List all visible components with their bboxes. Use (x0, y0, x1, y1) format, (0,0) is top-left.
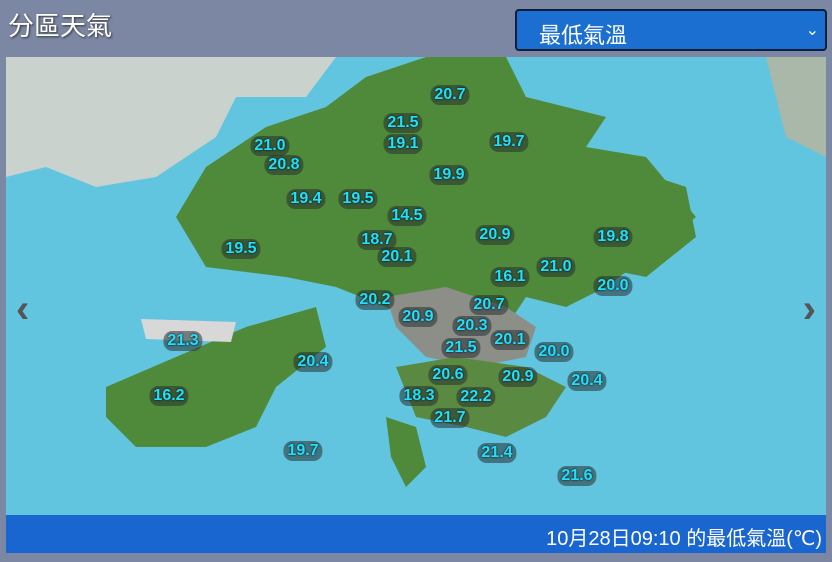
station-reading: 20.2 (355, 290, 395, 310)
station-reading: 20.0 (534, 342, 574, 362)
station-reading: 20.9 (475, 225, 515, 245)
station-reading: 21.7 (430, 408, 470, 428)
station-reading: 21.0 (250, 136, 290, 156)
land-lantau (106, 307, 326, 447)
chevron-down-icon: ⌄ (805, 22, 819, 39)
station-reading: 20.4 (567, 371, 607, 391)
element-select[interactable]: 最低氣溫 ⌄ (515, 9, 827, 51)
station-reading: 21.0 (536, 257, 576, 277)
caption-text: 10月28日09:10 的最低氣溫(℃) (546, 528, 822, 550)
station-reading: 19.7 (489, 132, 529, 152)
station-reading: 20.7 (430, 85, 470, 105)
station-reading: 19.5 (221, 239, 261, 259)
station-reading: 20.6 (428, 365, 468, 385)
station-reading: 21.4 (477, 443, 517, 463)
station-reading: 19.4 (286, 189, 326, 209)
station-reading: 21.6 (557, 466, 597, 486)
station-reading: 20.1 (490, 330, 530, 350)
station-reading: 20.9 (398, 307, 438, 327)
station-reading: 20.0 (593, 276, 633, 296)
station-reading: 18.7 (357, 230, 397, 250)
station-reading: 21.5 (441, 338, 481, 358)
station-reading: 19.8 (593, 227, 633, 247)
station-reading: 20.4 (293, 352, 333, 372)
station-reading: 16.1 (490, 267, 530, 287)
station-reading: 20.7 (469, 295, 509, 315)
chevron-right-icon[interactable]: › (802, 287, 816, 331)
station-reading: 22.2 (456, 387, 496, 407)
page-title: 分區天氣 (8, 11, 113, 41)
land-east (566, 167, 696, 277)
land-shenzhen-east (766, 57, 826, 157)
land-lamma (386, 417, 426, 487)
station-reading: 19.5 (338, 189, 378, 209)
station-reading: 20.1 (377, 247, 417, 267)
station-reading: 19.1 (383, 134, 423, 154)
station-reading: 20.9 (498, 367, 538, 387)
station-reading: 21.3 (163, 331, 203, 351)
station-reading: 21.5 (383, 113, 423, 133)
select-value: 最低氣溫 (539, 23, 628, 48)
caption-bar: 10月28日09:10 的最低氣溫(℃) (6, 515, 826, 553)
station-reading: 19.7 (283, 441, 323, 461)
land-northwest (6, 57, 336, 187)
station-reading: 14.5 (387, 206, 427, 226)
station-reading: 19.9 (429, 165, 469, 185)
station-reading: 18.3 (399, 386, 439, 406)
regional-map: 20.7 21.5 19.1 19.7 21.0 20.8 19.9 19.4 19.5 14.5… (6, 57, 826, 515)
station-reading: 16.2 (149, 386, 189, 406)
station-reading: 20.3 (452, 316, 492, 336)
chevron-left-icon[interactable]: ‹ (16, 287, 30, 331)
station-reading: 20.8 (264, 155, 304, 175)
